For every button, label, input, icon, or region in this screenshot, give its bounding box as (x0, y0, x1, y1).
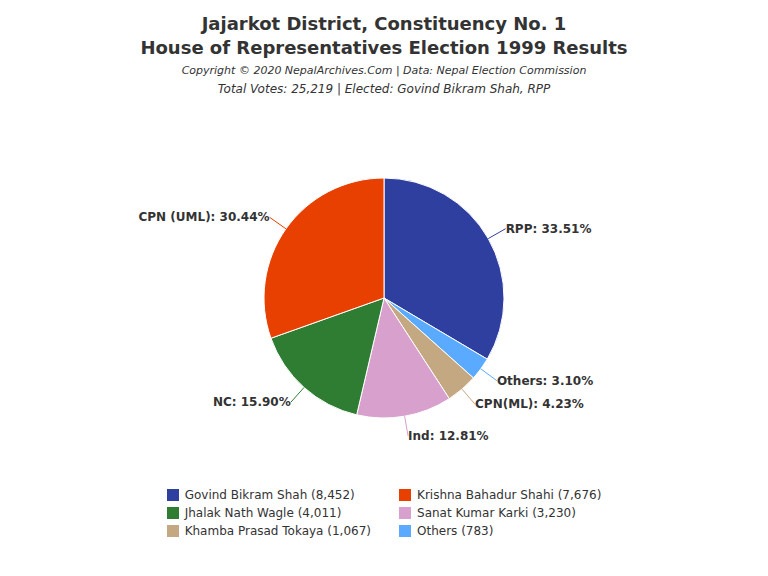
html-text:Khamba Prasad Tokaya (1,067): Khamba Prasad Tokaya (1,067) (184, 524, 371, 538)
svg-text:RPP: 33.51%: RPP: 33.51% (506, 222, 592, 236)
html-text:Jhalak Nath Wagle (4,011): Jhalak Nath Wagle (4,011) (184, 506, 342, 520)
html-text:Krishna Bahadur Shahi (7,676): Krishna Bahadur Shahi (7,676) (417, 488, 602, 502)
svg-text:Ind: 12.81%: Ind: 12.81% (408, 429, 489, 443)
svg-text:Others: 3.10%: Others: 3.10% (497, 374, 593, 388)
html-text:Sanat Kumar Karki (3,230): Sanat Kumar Karki (3,230) (417, 506, 576, 520)
svg-text:CPN (UML): 30.44%: CPN (UML): 30.44% (139, 210, 270, 224)
html-text:Copyright © 2020 NepalArchives: Copyright © 2020 NepalArchives.Com | Dat… (181, 64, 587, 77)
svg-text:CPN(ML): 4.23%: CPN(ML): 4.23% (475, 397, 584, 411)
html-text:Total Votes: 25,219 | Elected:: Total Votes: 25,219 | Elected: Govind Bi… (217, 82, 551, 96)
html-text:House of Representatives Elect: House of Representatives Election 1999 R… (140, 37, 628, 58)
svg-text:NC: 15.90%: NC: 15.90% (213, 395, 291, 409)
html-text:Others (783): Others (783) (417, 524, 494, 538)
html-text:Jajarkot District, Constituenc: Jajarkot District, Constituency No. 1 (201, 13, 567, 34)
html-text:Govind Bikram Shah (8,452): Govind Bikram Shah (8,452) (184, 488, 355, 502)
